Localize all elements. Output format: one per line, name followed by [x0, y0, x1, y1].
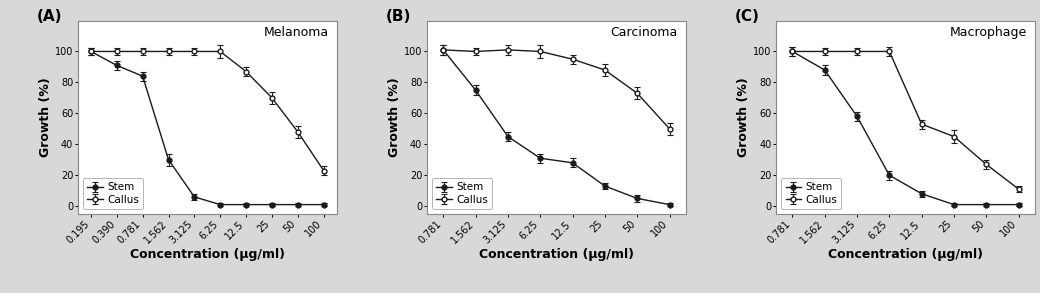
Text: (C): (C)	[735, 9, 759, 24]
Text: Melanoma: Melanoma	[264, 26, 329, 39]
Legend: Stem, Callus: Stem, Callus	[433, 178, 492, 209]
Text: (A): (A)	[36, 9, 62, 24]
X-axis label: Concentration (μg/ml): Concentration (μg/ml)	[828, 248, 983, 261]
Y-axis label: Growth (%): Growth (%)	[388, 77, 401, 157]
Legend: Stem, Callus: Stem, Callus	[781, 178, 841, 209]
Text: Carcinoma: Carcinoma	[610, 26, 678, 39]
Y-axis label: Growth (%): Growth (%)	[737, 77, 750, 157]
Y-axis label: Growth (%): Growth (%)	[38, 77, 52, 157]
Legend: Stem, Callus: Stem, Callus	[83, 178, 144, 209]
Text: Macrophage: Macrophage	[950, 26, 1028, 39]
X-axis label: Concentration (μg/ml): Concentration (μg/ml)	[478, 248, 634, 261]
Text: (B): (B)	[386, 9, 411, 24]
X-axis label: Concentration (μg/ml): Concentration (μg/ml)	[130, 248, 285, 261]
